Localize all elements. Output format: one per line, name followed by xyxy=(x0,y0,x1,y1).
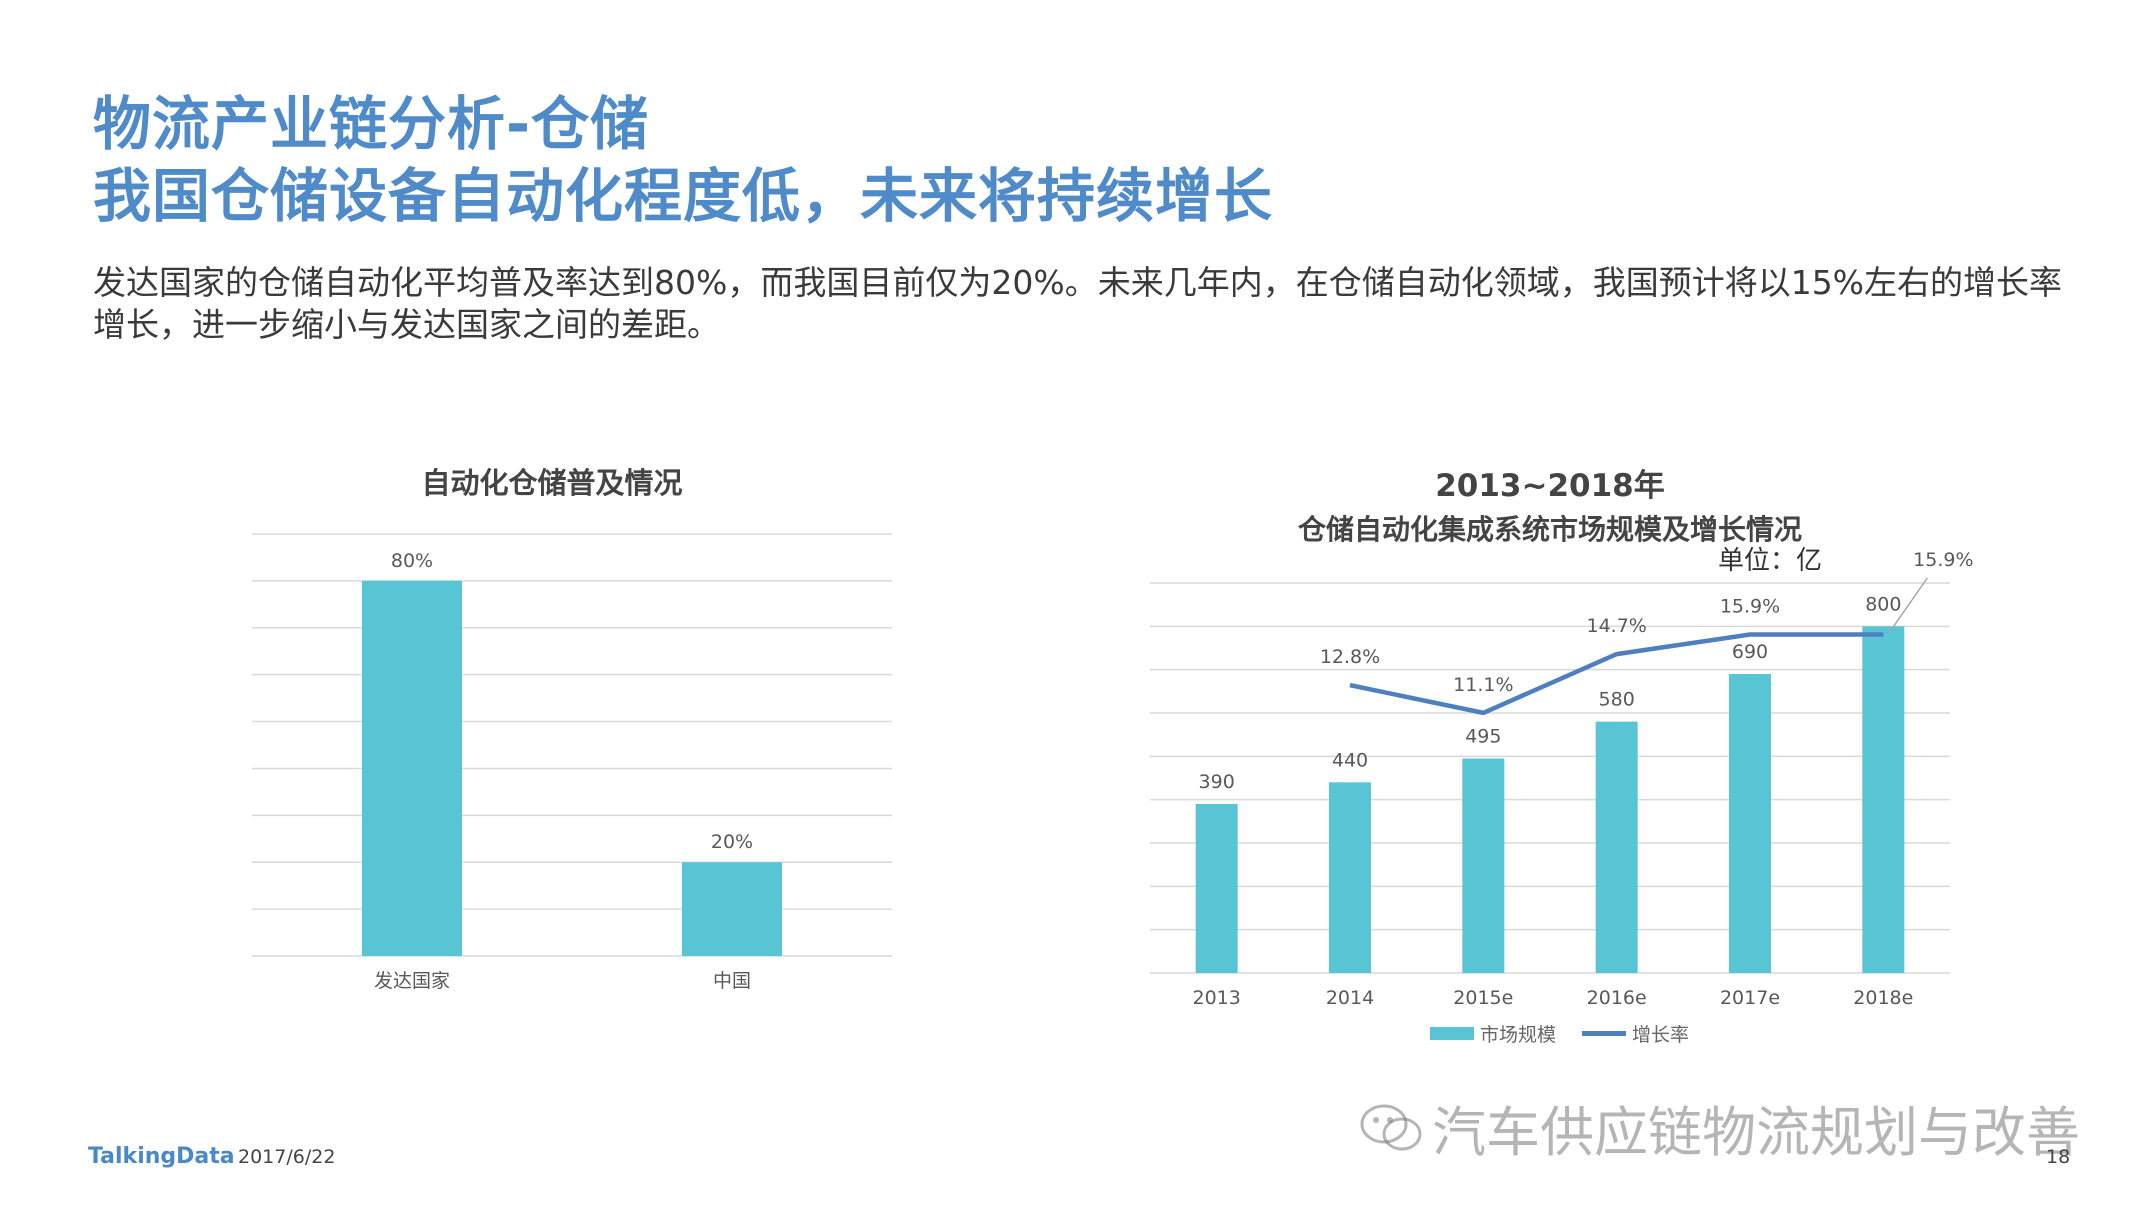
chart2-growth-label: 15.9% xyxy=(1720,596,1780,618)
legend-bar-label: 市场规模 xyxy=(1480,1024,1557,1046)
chart2-bar xyxy=(1195,804,1238,973)
chart2-label-leader-line xyxy=(1888,577,1928,633)
chart2-bar xyxy=(1862,626,1905,973)
chart2-bar xyxy=(1462,758,1505,973)
chart2-category-label: 2016e xyxy=(1587,987,1647,1009)
page-number: 18 xyxy=(2046,1146,2071,1168)
intro-paragraph: 发达国家的仓储自动化平均普及率达到80%，而我国目前仅为20%。未来几年内，在仓… xyxy=(93,263,2063,344)
chart2-growth-label: 11.1% xyxy=(1453,674,1513,696)
chart1-category-label: 中国 xyxy=(713,970,751,992)
chart2-category-label: 2014 xyxy=(1326,987,1374,1009)
chart1-bar xyxy=(682,862,782,956)
chart2-subtitle: 仓储自动化集成系统市场规模及增长情况 xyxy=(1297,513,1802,546)
chart1-title: 自动化仓储普及情况 xyxy=(421,466,683,500)
chart2-bar-value-label: 390 xyxy=(1199,771,1235,793)
chart2-bar-value-label: 440 xyxy=(1332,749,1368,771)
chart2-bar xyxy=(1329,782,1371,973)
legend-line-swatch xyxy=(1582,1031,1627,1036)
chart1-category-label: 发达国家 xyxy=(374,970,450,992)
chart2-bar-value-label: 580 xyxy=(1599,689,1635,711)
chart1-value-label: 20% xyxy=(711,831,753,853)
title-line-2: 我国仓储设备自动化程度低，未来将持续增长 xyxy=(93,162,1274,230)
chart2-bar xyxy=(1729,674,1771,973)
chart2-bar xyxy=(1595,721,1638,973)
watermark: 汽车供应链物流规划与改善 xyxy=(1358,1088,2080,1167)
chart2-growth-label: 15.9% xyxy=(1913,549,1973,571)
chart2-category-label: 2018e xyxy=(1853,987,1913,1009)
chart1-value-label: 80% xyxy=(391,550,433,572)
legend-item-line: 增长率 xyxy=(1582,1020,1689,1047)
chart2-legend: 市场规模 增长率 xyxy=(1430,1020,1689,1047)
footer-date: 2017/6/22 xyxy=(238,1146,336,1168)
legend-bar-swatch xyxy=(1430,1027,1474,1040)
chart2-category-label: 2015e xyxy=(1453,987,1513,1009)
watermark-text: 汽车供应链物流规划与改善 xyxy=(1432,1101,2080,1164)
legend-line-label: 增长率 xyxy=(1632,1024,1690,1046)
title-line-1: 物流产业链分析-仓储 xyxy=(93,90,650,158)
chart2-growth-label: 12.8% xyxy=(1320,646,1380,668)
chart2-title: 2013~2018年 xyxy=(1435,468,1665,504)
chart2-bar-value-label: 495 xyxy=(1465,726,1501,748)
wechat-icon xyxy=(1360,1104,1422,1150)
page-title: 物流产业链分析-仓储 我国仓储设备自动化程度低，未来将持续增长 xyxy=(93,88,1273,232)
chart2-growth-line xyxy=(1349,632,1884,716)
chart2-unit-label: 单位：亿 xyxy=(1718,546,1823,576)
legend-item-bars: 市场规模 xyxy=(1430,1020,1556,1047)
chart2-bar-value-label: 800 xyxy=(1865,593,1901,615)
chart2-bar-value-label: 690 xyxy=(1732,641,1768,663)
talkingdata-logo: TalkingData xyxy=(88,1144,235,1169)
chart2-category-label: 2013 xyxy=(1192,987,1240,1009)
chart2-growth-label: 14.7% xyxy=(1586,615,1646,637)
chart1-bar xyxy=(362,580,462,956)
chart2-category-label: 2017e xyxy=(1720,987,1780,1009)
